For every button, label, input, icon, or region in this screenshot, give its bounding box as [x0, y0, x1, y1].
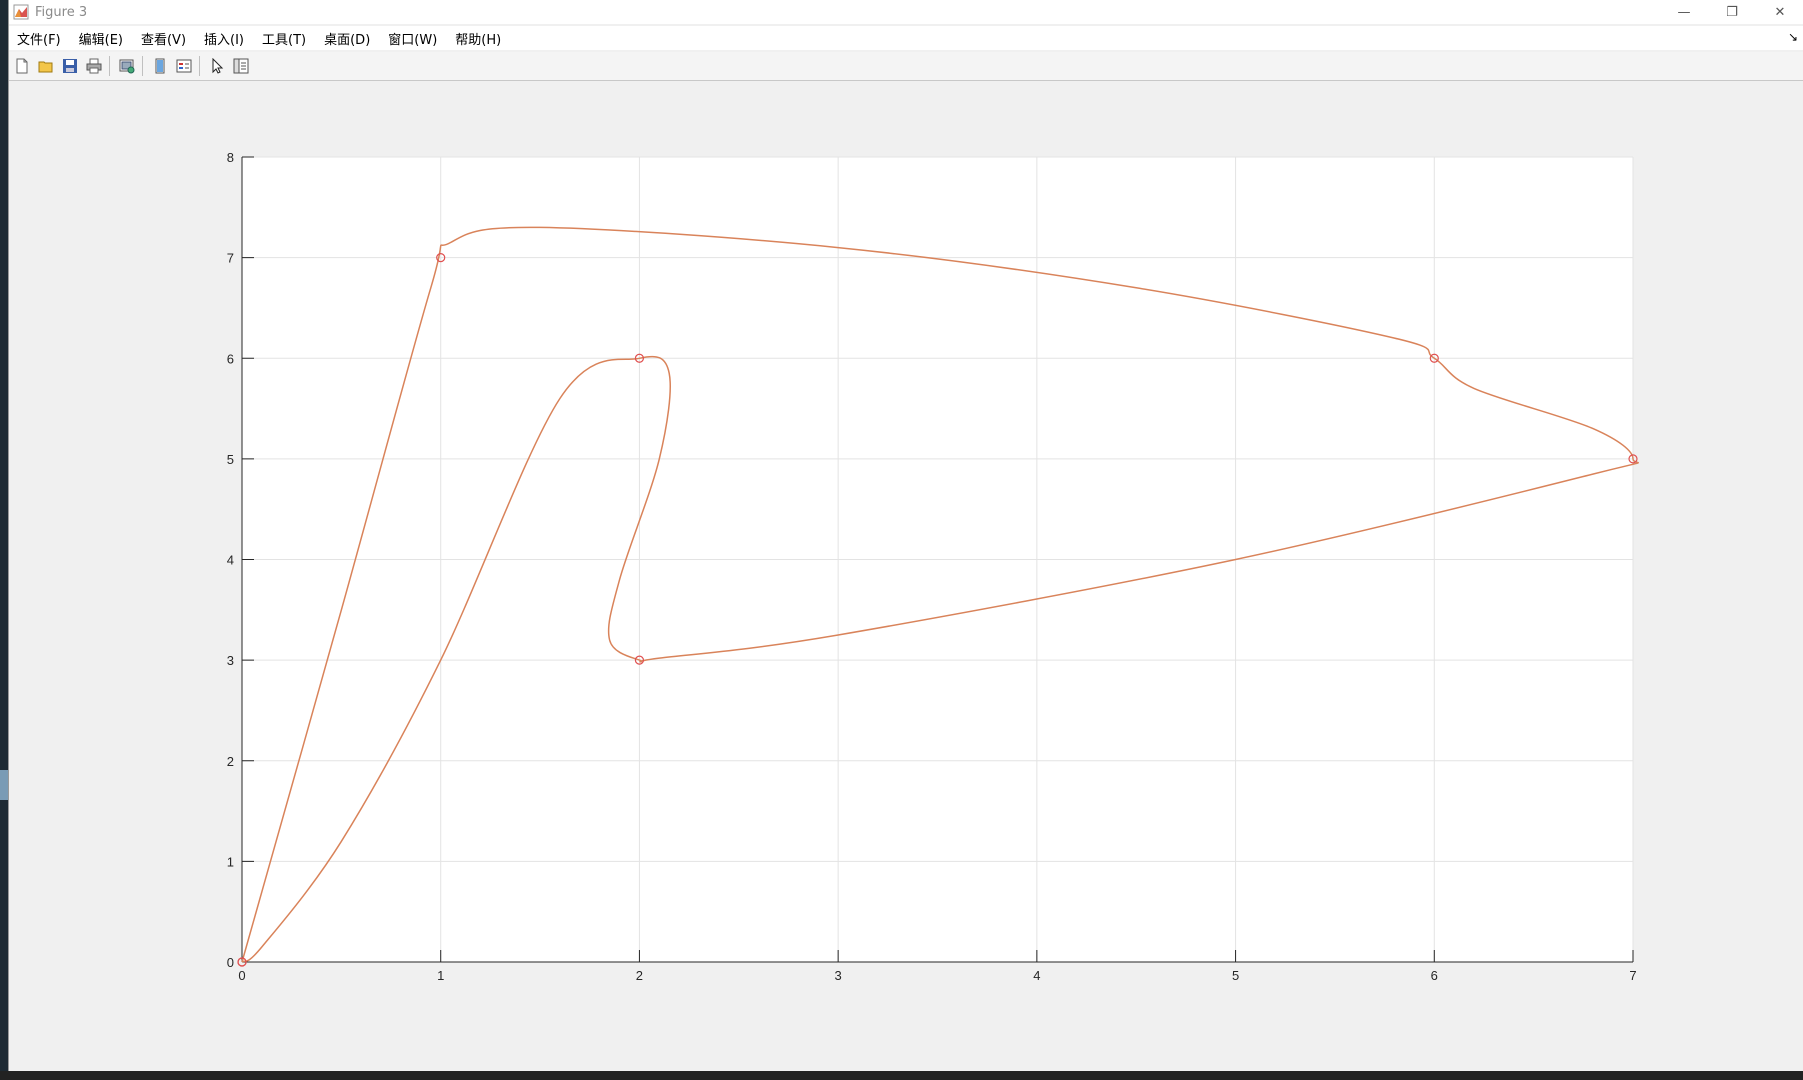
close-button[interactable]: ✕: [1774, 4, 1786, 20]
y-tick-label: 5: [227, 452, 234, 467]
y-tick-label: 0: [227, 955, 234, 970]
legend-icon[interactable]: [173, 55, 195, 77]
y-tick-label: 4: [227, 553, 234, 568]
figure-canvas[interactable]: 0 1 2 3 4 5 6 7 0 1 2 3 4 5 6 7 8: [9, 81, 1803, 1071]
x-tick-label: 7: [1629, 968, 1636, 983]
data-point-marker: [634, 655, 645, 665]
menu-edit[interactable]: 编辑(E): [78, 32, 123, 48]
x-tick-label: 0: [238, 968, 245, 983]
menu-help[interactable]: 帮助(H): [455, 32, 502, 48]
x-tick-label: 4: [1033, 968, 1040, 983]
x-tick-label: 5: [1232, 968, 1239, 983]
taskbar-edge: [0, 1071, 1803, 1080]
x-tick-label: 3: [835, 968, 842, 983]
open-file-icon[interactable]: [35, 55, 57, 77]
title-bar[interactable]: Figure 3 — ❐ ✕: [9, 0, 1803, 24]
menu-bar: 文件(F) 编辑(E) 查看(V) 插入(I) 工具(T) 桌面(D) 窗口(W…: [9, 26, 1803, 50]
data-point-marker: [1628, 454, 1638, 464]
figure-window: Figure 3 — ❐ ✕ 文件(F) 编辑(E) 查看(V) 插入(I) 工…: [8, 0, 1803, 1071]
y-tick-label: 8: [227, 150, 234, 165]
menu-tools[interactable]: 工具(T): [262, 32, 307, 48]
line-plot[interactable]: 0 1 2 3 4 5 6 7 0 1 2 3 4 5 6 7 8: [9, 81, 1803, 1071]
data-point-marker: [634, 353, 645, 363]
figure-toolbar: [9, 52, 1803, 81]
save-icon[interactable]: [59, 55, 81, 77]
link-plot-icon[interactable]: [116, 55, 138, 77]
y-tick-label: 3: [227, 653, 234, 668]
menu-window[interactable]: 窗口(W): [388, 32, 438, 48]
x-tick-label: 2: [636, 968, 643, 983]
menu-view[interactable]: 查看(V): [140, 32, 187, 48]
data-point-marker: [436, 253, 446, 263]
menu-desktop[interactable]: 桌面(D): [324, 32, 371, 48]
menu-insert[interactable]: 插入(I): [204, 32, 245, 48]
maximize-button[interactable]: ❐: [1726, 4, 1738, 20]
data-point-marker: [237, 957, 247, 967]
menu-file[interactable]: 文件(F): [17, 32, 61, 48]
new-figure-icon[interactable]: [11, 55, 33, 77]
y-tick-label: 6: [227, 351, 234, 366]
toolbar-separator: [109, 56, 110, 76]
data-point-marker: [1429, 353, 1439, 363]
property-editor-icon[interactable]: [230, 55, 252, 77]
x-tick-label: 6: [1431, 968, 1438, 983]
y-tick-label: 2: [227, 754, 234, 769]
toolbar-separator: [199, 56, 200, 76]
x-tick-label: 1: [437, 968, 444, 983]
y-tick-label: 1: [227, 854, 234, 869]
minimize-button[interactable]: —: [1677, 4, 1691, 20]
print-icon[interactable]: [83, 55, 105, 77]
y-tick-label: 7: [227, 251, 234, 266]
colorbar-icon[interactable]: [149, 55, 171, 77]
desktop-edge: [0, 770, 8, 800]
matlab-figure-icon: [13, 4, 29, 20]
pointer-icon[interactable]: [206, 55, 228, 77]
series-line: [241, 226, 1639, 963]
dock-arrow-icon[interactable]: ↘: [1787, 30, 1798, 44]
window-title: Figure 3: [35, 4, 88, 20]
toolbar-separator: [142, 56, 143, 76]
